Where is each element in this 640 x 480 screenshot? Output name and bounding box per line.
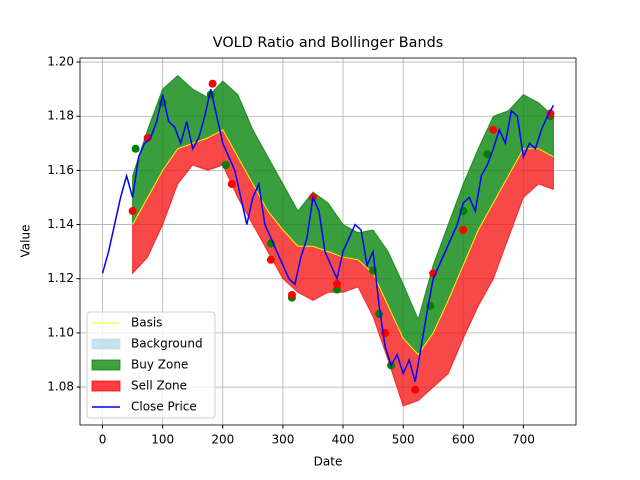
x-axis-label: Date <box>314 455 343 469</box>
buy-signal <box>375 309 384 318</box>
sell-signal <box>208 79 217 88</box>
x-tick-label: 500 <box>392 433 415 447</box>
legend-label: Sell Zone <box>131 379 187 393</box>
y-tick-label: 1.18 <box>47 109 74 123</box>
plot-area <box>101 74 555 407</box>
sell-signal <box>143 133 152 142</box>
legend-handle <box>91 380 121 392</box>
sell-signal <box>287 290 296 299</box>
close-line <box>101 88 555 382</box>
y-tick-label: 1.08 <box>47 380 74 394</box>
x-tick-label: 300 <box>271 433 294 447</box>
sell-signal <box>333 280 342 289</box>
sell-signal <box>459 225 468 234</box>
sell-signal <box>227 179 236 188</box>
y-tick-label: 1.12 <box>47 271 74 285</box>
buy-signal <box>483 150 492 159</box>
y-axis-label: Value <box>19 225 33 258</box>
x-tick-label: 200 <box>211 433 234 447</box>
legend-label: Basis <box>131 316 162 330</box>
x-tick-label: 700 <box>512 433 535 447</box>
sell-signal <box>266 255 275 264</box>
x-tick-label: 100 <box>151 433 174 447</box>
legend-handle <box>91 359 121 371</box>
y-tick-label: 1.10 <box>47 325 74 339</box>
legend-label: Buy Zone <box>131 358 188 372</box>
legend-handle <box>91 338 121 350</box>
y-tick-label: 1.20 <box>47 55 74 69</box>
buy-signal <box>131 144 140 153</box>
legend-label: Close Price <box>131 400 197 414</box>
sell-signal <box>489 125 498 134</box>
basis-line <box>132 129 554 356</box>
y-tick-label: 1.14 <box>47 217 74 231</box>
sell-signal <box>411 385 420 394</box>
legend-label: Background <box>131 337 203 351</box>
chart-title: VOLD Ratio and Bollinger Bands <box>213 35 443 51</box>
sell-signal <box>128 207 137 216</box>
x-tick-label: 400 <box>332 433 355 447</box>
x-tick-label: 0 <box>99 433 107 447</box>
axes-frame <box>79 57 577 426</box>
y-tick-label: 1.16 <box>47 163 74 177</box>
buy-signal <box>221 160 230 169</box>
x-tick-label: 600 <box>452 433 475 447</box>
